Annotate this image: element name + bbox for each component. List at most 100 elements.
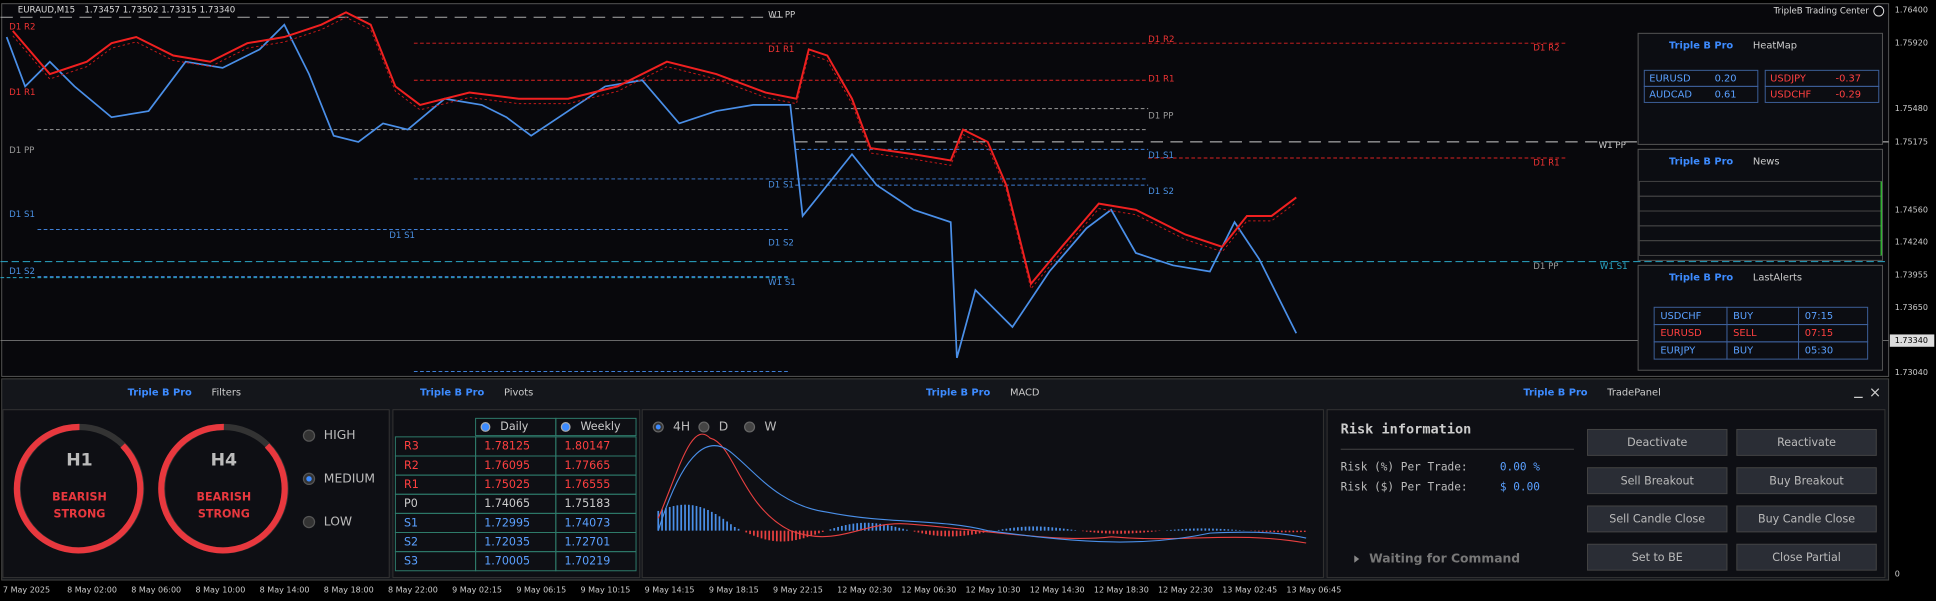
last-price-box [1889,334,1935,347]
level-label: W1 PP [1599,141,1626,151]
panel-title: LastAlerts [1753,273,1802,284]
brand: Triple B Pro [1523,387,1587,398]
radio-dot [306,476,312,482]
pivot-value: 1.78125 [484,440,530,453]
gauge-tf: H4 [211,450,237,470]
trade-button[interactable] [1587,505,1728,533]
pivot-value: 1.76555 [564,478,610,491]
pivot-value: 1.74073 [564,516,610,529]
alert-value: 05:30 [1805,345,1833,356]
timeframe: 4H [673,419,690,433]
pivot-value: 1.70005 [484,555,530,568]
alert-value: BUY [1733,311,1754,322]
level-label: D1 R1 [1148,74,1174,84]
level-label: D1 PP [1148,112,1173,122]
time-axis-label: 12 May 18:30 [1094,585,1149,594]
pivot-value: 1.76095 [484,459,530,472]
pivot-value: 1.70219 [564,555,610,568]
radio[interactable] [302,515,316,529]
pivot-value: S3 [404,555,418,568]
heatmap-value: -0.29 [1836,89,1862,100]
alerts-panel [1637,264,1883,371]
heatmap-panel [1637,32,1883,145]
level-label: W1 S1 [768,278,796,288]
heatmap-cell [1643,85,1759,103]
time-axis-label: 7 May 2025 [3,585,50,594]
indicator-line [12,11,1297,286]
heatmap-value: 0.20 [1715,73,1737,84]
alert-value: EURUSD [1660,328,1702,339]
brand: Triple B Pro [420,387,484,398]
radio[interactable] [698,421,710,433]
pivot-value: S2 [404,535,418,548]
trade-button[interactable] [1736,428,1877,456]
button-label: Buy Breakout [1769,474,1844,487]
gauge-arc [13,423,144,554]
trade-button[interactable] [1587,467,1728,495]
price-axis-label: 1.74560 [1895,205,1928,214]
radio[interactable] [744,421,756,433]
level-label: D1 R2 [1148,35,1174,45]
pivot-value: 1.74065 [484,497,530,510]
time-axis-label: 8 May 02:00 [67,585,117,594]
level-label: D1 R1 [768,45,794,55]
level-label: D1 PP [1533,262,1558,272]
level-label: W1 S1 [1600,262,1628,272]
pivot-value: 1.72035 [484,535,530,548]
level-label: D1 R2 [9,23,35,33]
heatmap-value: -0.37 [1836,73,1862,84]
trade-button[interactable] [1587,428,1728,456]
time-axis-label: 13 May 06:45 [1286,585,1341,594]
alert-value: USDCHF [1660,311,1701,322]
price-axis-label: 1.73040 [1895,368,1928,377]
symbol: EURAUD,M15 [18,5,75,15]
filter-option: LOW [324,515,352,529]
radio [560,422,571,432]
alert-value: 07:15 [1805,328,1833,339]
time-axis-label: 12 May 22:30 [1158,585,1213,594]
gauge-tf: H1 [66,450,92,470]
news-panel [1637,148,1883,261]
smile-icon [1873,5,1885,17]
pivot-value: S1 [404,516,418,529]
alert-cell [1798,341,1869,360]
time-axis-label: 12 May 14:30 [1030,585,1085,594]
button-label: Close Partial [1772,551,1841,564]
button-label: Sell Breakout [1621,474,1695,487]
button-label: Sell Candle Close [1609,513,1705,526]
macd-line [657,433,1307,544]
level-label: D1 S2 [1148,187,1174,197]
pivot-value: 1.80147 [564,440,610,453]
level-label: D1 S1 [1148,151,1174,161]
price-axis-label: 1.73955 [1895,271,1928,280]
alert-value: SELL [1733,328,1757,339]
center-label: TripleB Trading Center [1773,7,1870,17]
timeframe: W [764,419,776,433]
status-text: Waiting for Command [1369,552,1520,566]
heatmap-cell [1764,85,1880,103]
panel-title: News [1753,157,1780,168]
pivot-value: 1.72701 [564,535,610,548]
pivot-cell [555,551,637,572]
time-axis-label: 9 May 18:15 [709,585,759,594]
button-label: Buy Candle Close [1758,513,1855,526]
filter-option: HIGH [324,428,356,442]
gauge-status: BEARISH STRONG [197,490,252,520]
trade-button[interactable] [1736,543,1877,571]
price-axis-label: 1.74240 [1895,237,1928,246]
trade-button[interactable] [1736,505,1877,533]
heatmap-value: EURUSD [1649,73,1691,84]
pivot-value: P0 [404,497,418,510]
alert-value: BUY [1733,345,1754,356]
filter-option: MEDIUM [324,471,375,485]
trade-button[interactable] [1587,543,1728,571]
trade-button[interactable] [1736,467,1877,495]
price-axis-label: 1.76400 [1895,5,1928,14]
panel-title: MACD [1010,387,1040,398]
pivot-value: 1.75025 [484,478,530,491]
time-axis-label: 9 May 22:15 [773,585,823,594]
brand: Triple B Pro [1669,41,1733,52]
price-axis-label: 1.73650 [1895,303,1928,312]
time-axis-label: 13 May 02:45 [1222,585,1277,594]
radio[interactable] [302,429,316,442]
